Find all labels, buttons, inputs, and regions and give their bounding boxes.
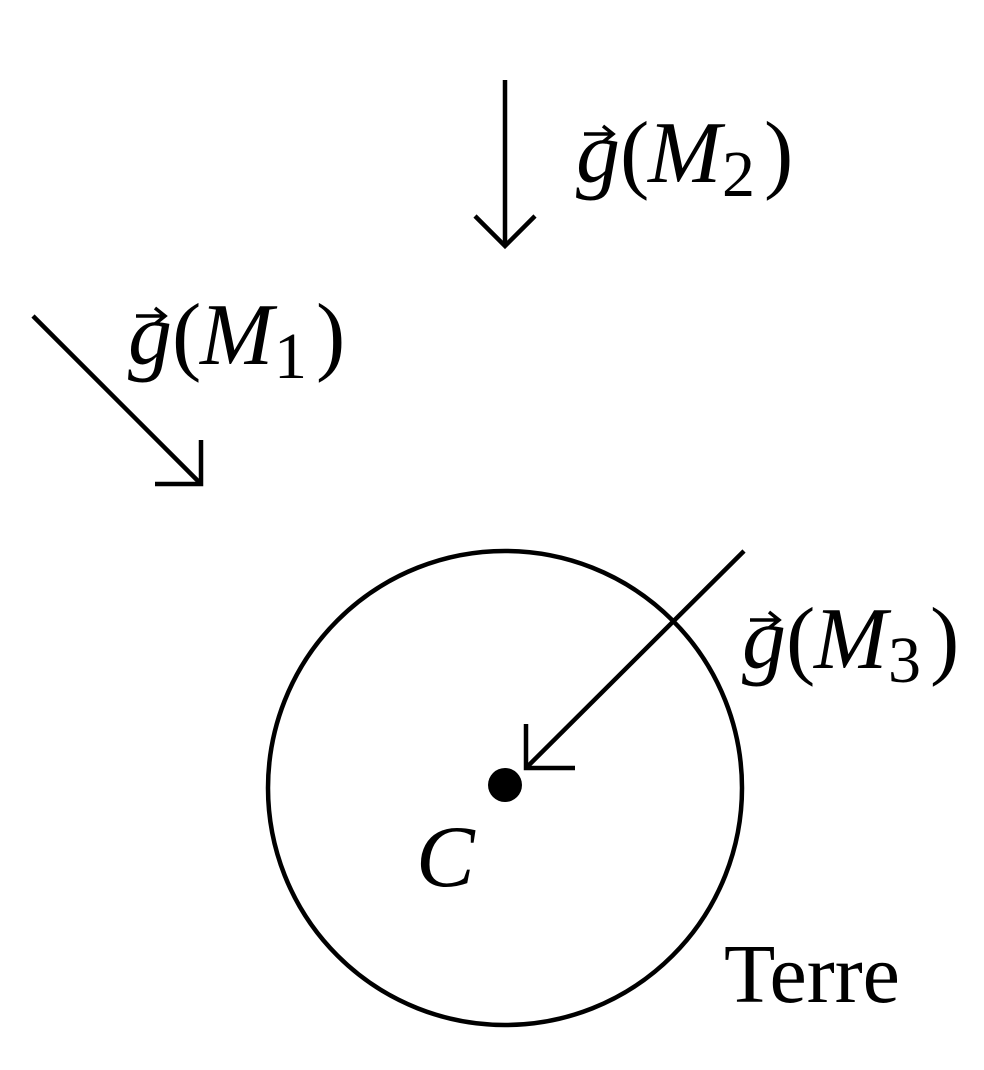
label-g-m1: g ( M 1 ): [128, 287, 345, 393]
vector-g-m2: [473, 80, 537, 250]
label-g-m2: g ( M 2 ): [576, 105, 793, 211]
label-g-m3-index: 3: [888, 624, 921, 697]
label-g-m1-point: M: [198, 287, 278, 384]
vector-accent-arrow-icon: [750, 610, 782, 630]
vector-accent-arrow-icon: [136, 306, 168, 326]
earth-label: Terre: [724, 928, 900, 1021]
label-g-m1-index: 1: [274, 320, 307, 393]
vector-g-m1-shaft: [31, 314, 203, 486]
vector-g-m2-arrowhead: [473, 214, 537, 250]
label-g-m2-close-paren: ): [764, 105, 793, 202]
label-g-m3-open-paren: (: [786, 591, 815, 688]
vector-g-m3-arrowhead: [523, 724, 575, 771]
label-g-m3: g ( M 3 ): [742, 591, 959, 697]
label-g-m2-open-paren: (: [620, 105, 649, 202]
label-g-m1-open-paren: (: [172, 287, 201, 384]
label-g-m3-symbol: g: [742, 591, 786, 688]
label-g-m1-close-paren: ): [316, 287, 345, 384]
earth-circle: [265, 548, 745, 1028]
label-g-m2-symbol: g: [576, 105, 620, 202]
center-label: C: [416, 809, 476, 906]
label-g-m2-point: M: [646, 105, 726, 202]
label-g-m2-index: 2: [722, 138, 755, 211]
vector-g-m1: [31, 314, 204, 487]
vector-g-m1-arrowhead: [155, 440, 204, 487]
center-point: [488, 768, 522, 802]
label-g-m1-symbol: g: [128, 287, 172, 384]
vector-g-m3: [523, 549, 746, 771]
label-g-m3-point: M: [812, 591, 892, 688]
vector-g-m3-shaft: [524, 549, 746, 770]
label-g-m3-close-paren: ): [930, 591, 959, 688]
vector-accent-arrow-icon: [584, 124, 616, 144]
